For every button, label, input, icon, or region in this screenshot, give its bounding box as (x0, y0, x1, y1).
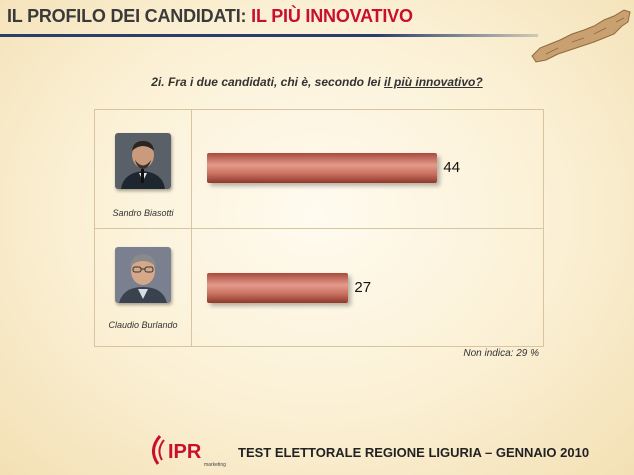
bar-biasotti (207, 153, 438, 183)
candidate-label: Claudio Burlando (108, 320, 178, 330)
page-title: IL PROFILO DEI CANDIDATI: IL PIÙ INNOVAT… (7, 6, 413, 27)
candidate-label: Sandro Biasotti (112, 208, 174, 218)
question-emphasis: il più innovativo? (384, 75, 483, 89)
bar-value-label: 44 (443, 159, 461, 176)
frame-divider-horizontal (95, 228, 543, 229)
logo-text: IPR (168, 441, 202, 463)
title-main: IL PROFILO DEI CANDIDATI: (7, 6, 252, 26)
bar-burlando (207, 273, 349, 303)
logo-subtext: marketing (204, 462, 226, 468)
candidate-photo-burlando (115, 247, 171, 303)
footer-text: TEST ELETTORALE REGIONE LIGURIA – GENNAI… (238, 445, 590, 460)
ipr-logo: IPR marketing (152, 435, 226, 468)
title-rule (0, 34, 538, 37)
chart-frame: Sandro Biasotti Claudio Burlando 44 27 (94, 109, 544, 347)
title-highlight: IL PIÙ INNOVATIVO (251, 6, 413, 26)
liguria-map-icon (531, 9, 631, 63)
question-prefix: 2i. Fra i due candidati, chi è, secondo … (151, 75, 385, 89)
no-answer-note: Non indica: 29 % (463, 348, 539, 359)
candidate-photo-biasotti (115, 133, 171, 189)
bar-value-label: 27 (354, 279, 372, 296)
question-text: 2i. Fra i due candidati, chi è, secondo … (92, 75, 542, 89)
